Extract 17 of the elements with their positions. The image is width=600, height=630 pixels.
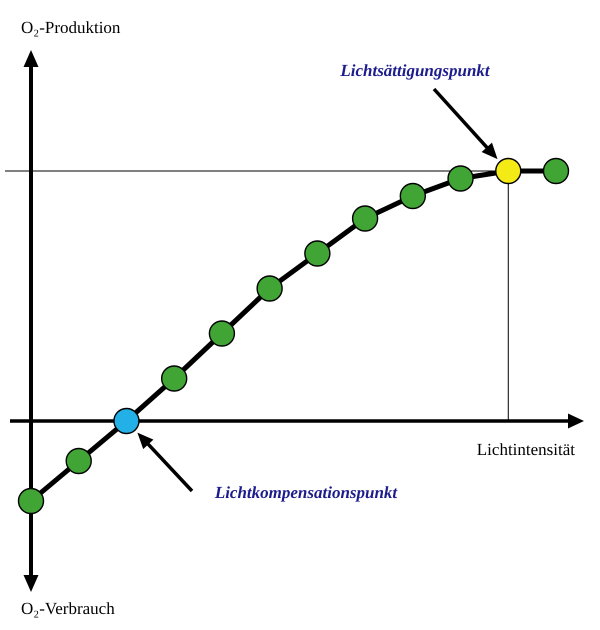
point (352, 205, 378, 232)
point (304, 240, 331, 267)
text: O₂-Verbrauch (21, 598, 116, 618)
x-axis-title: Lichtintensität (476, 440, 576, 459)
point (400, 182, 426, 210)
point (208, 320, 236, 347)
annotation: Lichtkompensationspunkt (214, 482, 398, 502)
point (542, 158, 570, 184)
point (113, 408, 140, 434)
point (256, 275, 283, 302)
point (447, 165, 474, 192)
text: Lichtsättigungspunkt (339, 60, 491, 80)
point (495, 158, 522, 184)
point (160, 365, 188, 392)
point (18, 488, 44, 514)
text: O₂-Produktion (21, 18, 121, 37)
point (66, 448, 92, 474)
